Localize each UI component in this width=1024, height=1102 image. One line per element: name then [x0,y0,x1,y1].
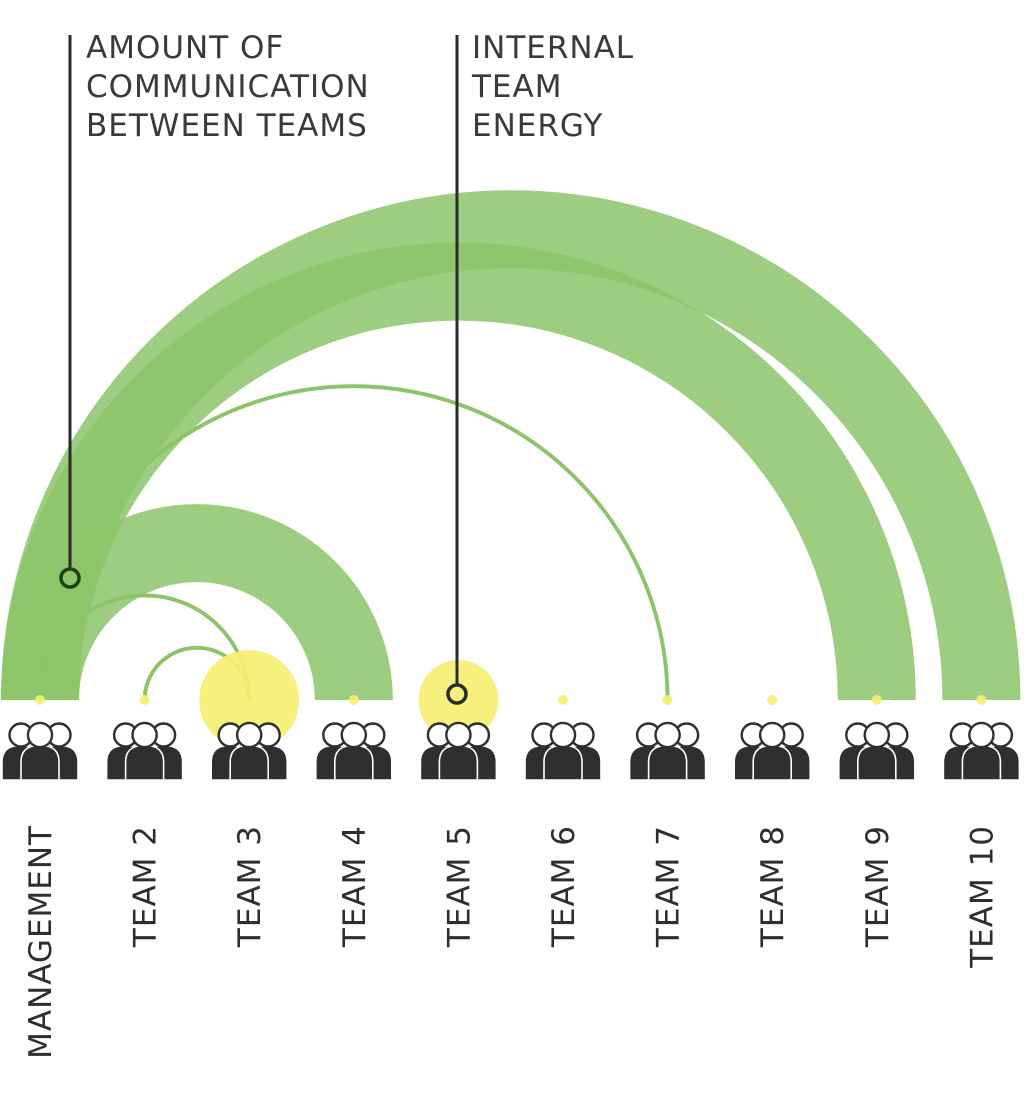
communication-arcs [1,190,1021,701]
legend-energy-line-1: INTERNAL [472,30,634,66]
people-icon-team-3 [210,721,288,781]
energy-dot-team-2 [139,695,150,705]
people-icon-team-7 [628,721,707,781]
team-label-management: MANAGEMENT [23,825,59,1059]
team-label-team-10: TEAM 10 [964,825,1000,969]
legend-communication-marker [59,567,81,589]
energy-dot-management [35,695,45,705]
energy-dot-team-8 [767,695,778,705]
legend-energy-line-2: TEAM [471,69,562,105]
people-icon-team-5 [419,721,498,781]
people-icon-team-6 [524,721,602,781]
team-label-team-8: TEAM 8 [755,825,791,948]
people-icon-team-8 [733,721,811,781]
legend-energy-marker [446,683,468,705]
people-icon-team-4 [315,721,393,781]
team-label-team-7: TEAM 7 [651,825,687,948]
team-label-team-3: TEAM 3 [232,825,268,948]
energy-dot-team-7 [662,695,673,705]
legend-energy-line-3: ENERGY [472,108,603,144]
people-icon-team-9 [838,721,916,781]
team-label-team-5: TEAM 5 [441,825,477,948]
arc-management-to-team-4 [1,504,393,701]
people-icon-team-2 [105,721,184,781]
energy-dot-team-5 [418,660,499,740]
energy-dot-team-10 [976,695,987,705]
team-label-team-4: TEAM 4 [337,825,373,948]
energy-dot-team-4 [348,695,359,705]
team-label-team-9: TEAM 9 [860,825,896,948]
legend-communication-line-3: BETWEEN TEAMS [86,108,368,144]
legend-communication: AMOUNT OF COMMUNICATION BETWEEN TEAMS [59,30,370,589]
energy-dot-team-6 [558,695,568,705]
people-icon-team-10 [942,721,1021,781]
legend-communication-line-1: AMOUNT OF [86,30,284,66]
legend-communication-line-2: COMMUNICATION [86,69,370,105]
energy-dot-team-9 [871,695,882,705]
team-label-team-6: TEAM 6 [546,825,582,948]
team-labels: MANAGEMENT TEAM 2 TEAM 3 TEAM 4 TEAM 5 TEAM 6… [23,825,1000,1059]
team-people-icons [1,721,1021,781]
people-icon-management [1,721,79,781]
legend-energy: INTERNAL TEAM ENERGY [446,30,634,705]
team-label-team-2: TEAM 2 [128,825,164,948]
